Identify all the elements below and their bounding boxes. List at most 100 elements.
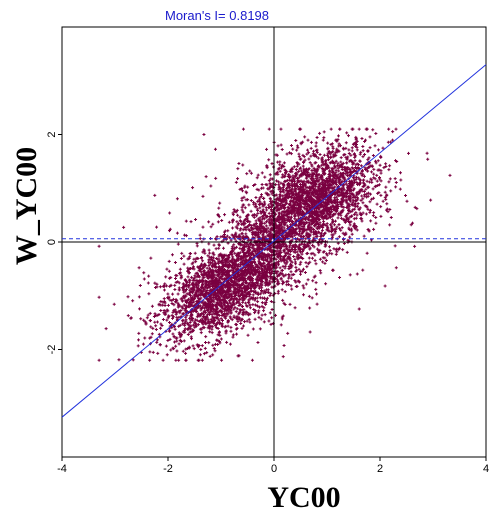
scatter-point [197, 343, 201, 347]
scatter-point [215, 310, 219, 314]
scatter-point [104, 327, 108, 331]
scatter-point [229, 250, 233, 254]
scatter-point [177, 288, 181, 292]
scatter-point [262, 320, 266, 324]
scatter-point [177, 271, 181, 275]
scatter-point [155, 340, 159, 344]
scatter-point [245, 319, 249, 323]
scatter-point [187, 285, 191, 289]
scatter-point [235, 323, 239, 327]
scatter-point [171, 297, 175, 301]
scatter-point [207, 341, 211, 345]
scatter-point [199, 270, 203, 274]
scatter-point [177, 303, 181, 307]
scatter-point [158, 285, 162, 289]
scatter-point [173, 287, 177, 291]
scatter-point [231, 300, 235, 304]
scatter-point [126, 314, 130, 318]
scatter-point [293, 306, 297, 310]
scatter-point [188, 293, 192, 297]
scatter-point [177, 281, 181, 285]
scatter-point [177, 358, 181, 362]
scatter-point [148, 318, 152, 322]
scatter-point [184, 307, 188, 311]
scatter-point [215, 294, 219, 298]
scatter-point [232, 294, 236, 298]
scatter-point [249, 287, 253, 291]
scatter-point [190, 337, 194, 341]
scatter-point [227, 299, 231, 303]
scatter-point [182, 262, 186, 266]
scatter-point [184, 300, 188, 304]
scatter-point [195, 315, 199, 319]
scatter-point [222, 301, 226, 305]
scatter-point [207, 242, 211, 246]
scatter-point [208, 354, 212, 358]
scatter-point [180, 333, 184, 337]
scatter-point [198, 304, 202, 308]
scatter-point [168, 298, 172, 302]
scatter-point [176, 280, 180, 284]
scatter-point [240, 326, 244, 330]
scatter-point [169, 348, 173, 352]
scatter-point [232, 243, 236, 247]
scatter-point [208, 262, 212, 266]
scatter-point [212, 298, 216, 302]
scatter-point [268, 311, 272, 315]
scatter-point [190, 318, 194, 322]
scatter-point [208, 289, 212, 293]
scatter-point [186, 328, 190, 332]
scatter-point [234, 301, 238, 305]
scatter-point [168, 321, 172, 325]
scatter-point [256, 300, 260, 304]
scatter-point [218, 275, 222, 279]
scatter-point [191, 265, 195, 269]
scatter-point [210, 265, 214, 269]
scatter-point [167, 269, 171, 273]
scatter-point [277, 281, 281, 285]
scatter-point [174, 312, 178, 316]
scatter-point [184, 304, 188, 308]
scatter-point [184, 294, 188, 298]
scatter-point [181, 312, 185, 316]
scatter-point [214, 326, 218, 330]
scatter-point [148, 358, 152, 362]
scatter-point [170, 326, 174, 330]
scatter-point [207, 306, 211, 310]
scatter-point [179, 308, 183, 312]
scatter-point [182, 287, 186, 291]
scatter-point [161, 318, 165, 322]
scatter-point [136, 344, 140, 348]
scatter-point [182, 295, 186, 299]
scatter-point [279, 277, 283, 281]
scatter-point [200, 344, 204, 348]
scatter-point [153, 312, 157, 316]
scatter-point [206, 286, 210, 290]
scatter-point [198, 353, 202, 357]
scatter-point [214, 316, 218, 320]
scatter-point [137, 331, 141, 335]
scatter-point [191, 295, 195, 299]
scatter-point [174, 344, 178, 348]
scatter-point [222, 283, 226, 287]
scatter-point [153, 320, 157, 324]
scatter-point [200, 358, 204, 362]
scatter-point [224, 324, 228, 328]
scatter-point [181, 318, 185, 322]
scatter-point [204, 335, 208, 339]
scatter-point [117, 358, 121, 362]
scatter-point [236, 299, 240, 303]
scatter-point [153, 281, 157, 285]
scatter-point [217, 246, 221, 250]
scatter-point [195, 343, 199, 347]
scatter-point [180, 299, 184, 303]
scatter-point [177, 309, 181, 313]
scatter-point [194, 318, 198, 322]
scatter-point [207, 248, 211, 252]
scatter-point [224, 329, 228, 333]
scatter-point [175, 274, 179, 278]
scatter-point [210, 331, 214, 335]
scatter-point [201, 279, 205, 283]
scatter-point [229, 329, 233, 333]
scatter-point [235, 307, 239, 311]
